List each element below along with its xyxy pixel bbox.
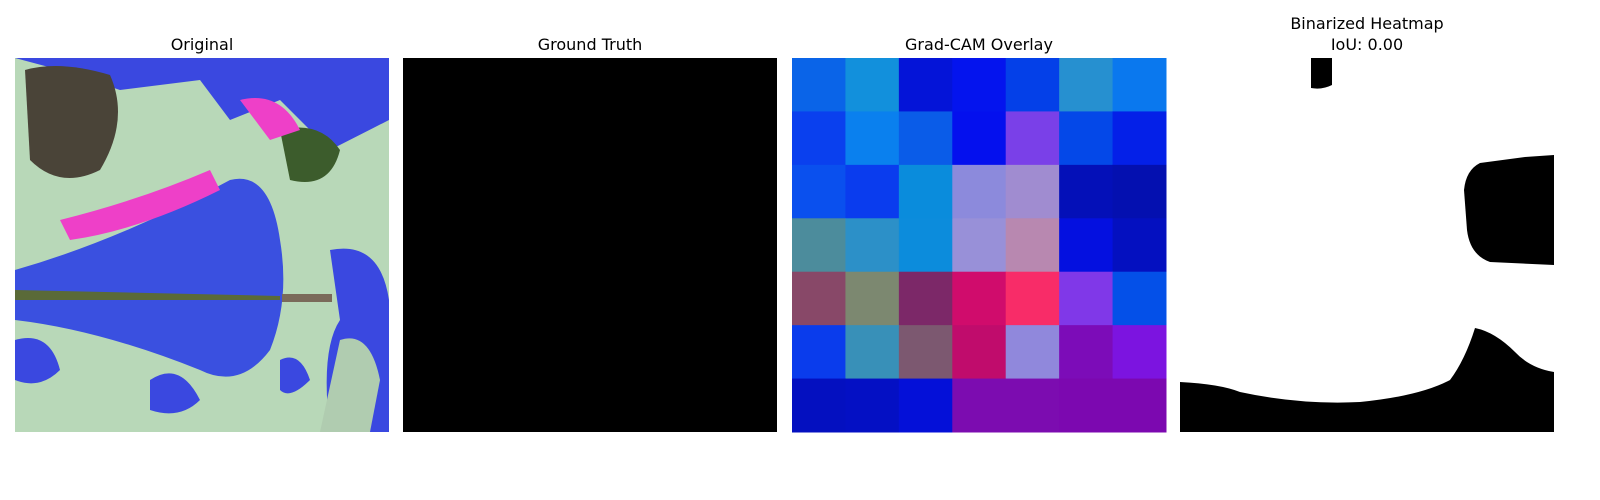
cam-cell xyxy=(792,218,846,273)
cam-cell xyxy=(845,58,900,112)
cam-cell xyxy=(952,325,1007,380)
cam-cell xyxy=(845,164,900,219)
cam-cell xyxy=(898,325,953,380)
cam-cell xyxy=(1112,378,1167,433)
cam-cell xyxy=(792,325,846,380)
panel-title: Original xyxy=(171,35,234,54)
cam-cell xyxy=(1059,218,1114,273)
cam-cell xyxy=(1112,218,1167,273)
cam-cell xyxy=(1005,58,1060,112)
cam-cell xyxy=(792,58,846,112)
ground-truth-image xyxy=(403,58,777,432)
cam-cell xyxy=(1112,111,1167,166)
cam-cell xyxy=(792,271,846,326)
cam-cell xyxy=(1112,271,1167,326)
cam-cell xyxy=(1059,164,1114,219)
cam-cell xyxy=(845,218,900,273)
grad-cam-image xyxy=(792,58,1167,433)
cam-cell xyxy=(792,378,846,433)
cam-cell xyxy=(1005,164,1060,219)
cam-cell xyxy=(1005,111,1060,166)
panel-title: Binarized Heatmap xyxy=(1290,14,1443,33)
cam-cell xyxy=(1005,325,1060,380)
cam-cell xyxy=(845,111,900,166)
cam-cell xyxy=(952,58,1007,112)
cam-cell xyxy=(1059,378,1114,433)
cam-cell xyxy=(952,218,1007,273)
original-image xyxy=(15,58,389,432)
cam-cell xyxy=(898,111,953,166)
panel-title: Grad-CAM Overlay xyxy=(905,35,1053,54)
cam-cell xyxy=(1059,111,1114,166)
cam-cell xyxy=(792,164,846,219)
cam-cell xyxy=(1112,164,1167,219)
cam-cell xyxy=(952,271,1007,326)
cam-cell xyxy=(1005,271,1060,326)
panel-subtitle: IoU: 0.00 xyxy=(1331,35,1403,54)
cam-cell xyxy=(845,271,900,326)
cam-cell xyxy=(1112,58,1167,112)
binarized-image xyxy=(1180,58,1554,432)
cam-cell xyxy=(898,164,953,219)
cam-cell xyxy=(898,58,953,112)
cam-cell xyxy=(845,378,900,433)
cam-cell xyxy=(1112,325,1167,380)
cam-cell xyxy=(952,111,1007,166)
cam-cell xyxy=(1059,325,1114,380)
cam-cell xyxy=(898,378,953,433)
cam-cell xyxy=(898,271,953,326)
cam-cell xyxy=(845,325,900,380)
cam-cell xyxy=(792,111,846,166)
cam-cell xyxy=(952,378,1007,433)
panel-title: Ground Truth xyxy=(538,35,643,54)
cam-cell xyxy=(1005,218,1060,273)
cam-cell xyxy=(952,164,1007,219)
cam-cell xyxy=(898,218,953,273)
cam-cell xyxy=(1059,271,1114,326)
cam-cell xyxy=(1005,378,1060,433)
cam-cell xyxy=(1059,58,1114,112)
